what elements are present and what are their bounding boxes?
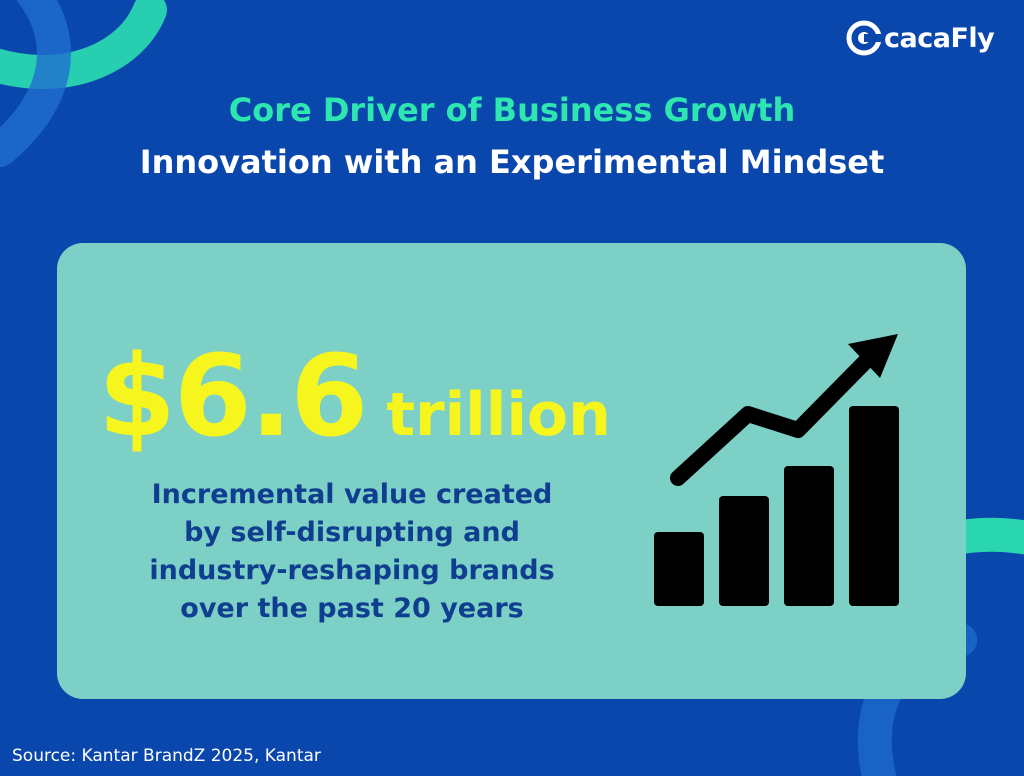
icon-bar — [784, 466, 834, 606]
icon-bar — [654, 532, 704, 606]
logo-mark-icon — [846, 20, 882, 56]
description-line: Incremental value created — [151, 479, 553, 510]
swoosh-top-left — [0, 0, 167, 89]
stat-description: Incremental value created by self-disrup… — [110, 476, 594, 628]
source-note: Source: Kantar BrandZ 2025, Kantar — [12, 746, 321, 766]
brand-logo: cacaFly — [846, 16, 1006, 60]
icon-bar — [849, 406, 899, 606]
stat-unit: trillion — [386, 380, 611, 450]
description-line: industry-reshaping brands — [149, 555, 555, 586]
description-line: by self-disrupting and — [184, 517, 520, 548]
brand-name: cacaFly — [884, 22, 995, 54]
page-title: Core Driver of Business Growth — [228, 91, 796, 129]
stat-amount: $6.6 — [98, 332, 368, 462]
growth-chart-icon — [654, 334, 899, 606]
page-subtitle: Innovation with an Experimental Mindset — [139, 143, 885, 181]
trend-line — [670, 354, 873, 486]
swoosh-top-left-blue — [0, 0, 71, 167]
description-line: over the past 20 years — [180, 593, 524, 624]
stat-value: $6.6 trillion — [98, 332, 611, 462]
trend-arrow-head — [848, 334, 898, 378]
icon-bar — [719, 496, 769, 606]
